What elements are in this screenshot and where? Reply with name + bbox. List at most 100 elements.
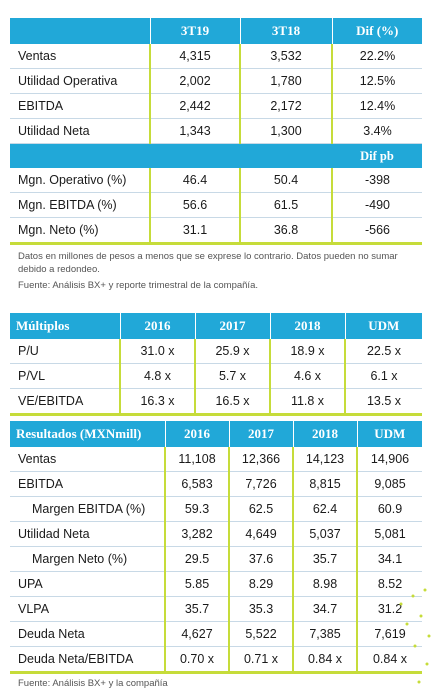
cell: 62.5 bbox=[229, 496, 294, 522]
header-cell: 3T19 bbox=[150, 18, 241, 44]
cell: -398 bbox=[332, 168, 422, 193]
cell: 60.9 bbox=[357, 496, 422, 522]
row-label: VLPA bbox=[10, 596, 166, 622]
cell: 12,366 bbox=[229, 447, 294, 472]
row-label: Ventas bbox=[10, 447, 166, 472]
cell: 11.8 x bbox=[270, 388, 346, 416]
cell: 8,815 bbox=[293, 471, 358, 497]
cell: 14,123 bbox=[293, 447, 358, 472]
cell: 13.5 x bbox=[345, 388, 422, 416]
cell: 16.3 x bbox=[120, 388, 196, 416]
cell: 1,343 bbox=[150, 118, 241, 144]
table-row: Mgn. Operativo (%) 46.4 50.4 -398 bbox=[10, 168, 422, 193]
cell: 8.29 bbox=[229, 571, 294, 597]
row-label: Utilidad Operativa bbox=[10, 68, 151, 94]
row-label: Mgn. Neto (%) bbox=[10, 217, 151, 245]
header-cell: 2016 bbox=[165, 421, 230, 447]
row-label: Margen EBITDA (%) bbox=[10, 496, 166, 522]
cell: 4.8 x bbox=[120, 363, 196, 389]
cell: 12.4% bbox=[332, 93, 422, 119]
table-row: VLPA 35.7 35.3 34.7 31.2 bbox=[10, 596, 422, 622]
row-label: Utilidad Neta bbox=[10, 521, 166, 547]
table-header-row: 3T19 3T18 Dif (%) bbox=[10, 18, 422, 44]
header-cell: Dif (%) bbox=[332, 18, 422, 44]
header-cell: 2018 bbox=[293, 421, 358, 447]
row-label: Margen Neto (%) bbox=[10, 546, 166, 572]
row-label: Utilidad Neta bbox=[10, 118, 151, 144]
cell: 35.3 bbox=[229, 596, 294, 622]
cell: 11,108 bbox=[165, 447, 230, 472]
source-note: Fuente: Análisis BX+ y reporte trimestra… bbox=[18, 280, 258, 291]
row-label: UPA bbox=[10, 571, 166, 597]
table-row: UPA 5.85 8.29 8.98 8.52 bbox=[10, 571, 422, 597]
quarterly-results-table: 3T19 3T18 Dif (%) Ventas 4,315 3,532 22.… bbox=[10, 18, 422, 245]
cell: 8.98 bbox=[293, 571, 358, 597]
cell: 22.5 x bbox=[345, 339, 422, 364]
cell: 12.5% bbox=[332, 68, 422, 94]
cell: 1,300 bbox=[240, 118, 333, 144]
data-note: Datos en millones de pesos a menos que s… bbox=[18, 251, 398, 275]
cell: 34.7 bbox=[293, 596, 358, 622]
cell: 5,522 bbox=[229, 621, 294, 647]
table-row: Ventas 4,315 3,532 22.2% bbox=[10, 44, 422, 69]
table-row: Deuda Neta/EBITDA 0.70 x 0.71 x 0.84 x 0… bbox=[10, 646, 422, 674]
cell: 4.6 x bbox=[270, 363, 346, 389]
cell: 4,627 bbox=[165, 621, 230, 647]
row-label: Ventas bbox=[10, 44, 151, 69]
table-header-row: Resultados (MXNmill) 2016 2017 2018 UDM bbox=[10, 421, 422, 447]
cell: 0.84 x bbox=[357, 646, 422, 674]
cell: 3,282 bbox=[165, 521, 230, 547]
cell: 9,085 bbox=[357, 471, 422, 497]
cell: 18.9 x bbox=[270, 339, 346, 364]
row-label: EBITDA bbox=[10, 471, 166, 497]
cell: 5.85 bbox=[165, 571, 230, 597]
cell: 4,315 bbox=[150, 44, 241, 69]
table-row: P/U 31.0 x 25.9 x 18.9 x 22.5 x bbox=[10, 339, 422, 364]
row-label: P/VL bbox=[10, 363, 121, 389]
table-row: Margen Neto (%) 29.5 37.6 35.7 34.1 bbox=[10, 546, 422, 572]
table-row: Utilidad Neta 1,343 1,300 3.4% bbox=[10, 118, 422, 144]
cell: 56.6 bbox=[150, 192, 241, 218]
cell: 5,037 bbox=[293, 521, 358, 547]
cell: 5,081 bbox=[357, 521, 422, 547]
table-row: Margen EBITDA (%) 59.3 62.5 62.4 60.9 bbox=[10, 496, 422, 522]
header-cell: Resultados (MXNmill) bbox=[10, 421, 166, 447]
cell: 36.8 bbox=[240, 217, 333, 245]
header-cell: UDM bbox=[345, 313, 422, 339]
table-row: Mgn. EBITDA (%) 56.6 61.5 -490 bbox=[10, 192, 422, 218]
table-header-row: Múltiplos 2016 2017 2018 UDM bbox=[10, 313, 422, 339]
cell: 0.84 x bbox=[293, 646, 358, 674]
row-label: Mgn. EBITDA (%) bbox=[10, 192, 151, 218]
header-cell: UDM bbox=[357, 421, 422, 447]
cell: 35.7 bbox=[293, 546, 358, 572]
header-cell: 2016 bbox=[120, 313, 196, 339]
cell: 7,726 bbox=[229, 471, 294, 497]
cell: 35.7 bbox=[165, 596, 230, 622]
cell: 6,583 bbox=[165, 471, 230, 497]
row-label: Mgn. Operativo (%) bbox=[10, 168, 151, 193]
row-label: Deuda Neta bbox=[10, 621, 166, 647]
subheader-blank bbox=[150, 143, 240, 168]
header-cell: 2017 bbox=[195, 313, 271, 339]
cell: -490 bbox=[332, 192, 422, 218]
row-label: P/U bbox=[10, 339, 121, 364]
cell: 31.2 bbox=[357, 596, 422, 622]
subheader-blank bbox=[10, 143, 150, 168]
cell: 0.71 x bbox=[229, 646, 294, 674]
cell: 25.9 x bbox=[195, 339, 271, 364]
cell: 61.5 bbox=[240, 192, 333, 218]
header-cell bbox=[10, 18, 151, 44]
table-row: Deuda Neta 4,627 5,522 7,385 7,619 bbox=[10, 621, 422, 647]
table-row: Utilidad Neta 3,282 4,649 5,037 5,081 bbox=[10, 521, 422, 547]
cell: 31.1 bbox=[150, 217, 241, 245]
cell: 59.3 bbox=[165, 496, 230, 522]
table-row: EBITDA 6,583 7,726 8,815 9,085 bbox=[10, 471, 422, 497]
subheader-row: Dif pb bbox=[10, 143, 422, 168]
cell: 1,780 bbox=[240, 68, 333, 94]
subheader-label: Dif pb bbox=[332, 143, 422, 168]
results-table: Resultados (MXNmill) 2016 2017 2018 UDM … bbox=[10, 421, 422, 674]
cell: 4,649 bbox=[229, 521, 294, 547]
cell: 16.5 x bbox=[195, 388, 271, 416]
cell: 0.70 x bbox=[165, 646, 230, 674]
table-row: Utilidad Operativa 2,002 1,780 12.5% bbox=[10, 68, 422, 94]
